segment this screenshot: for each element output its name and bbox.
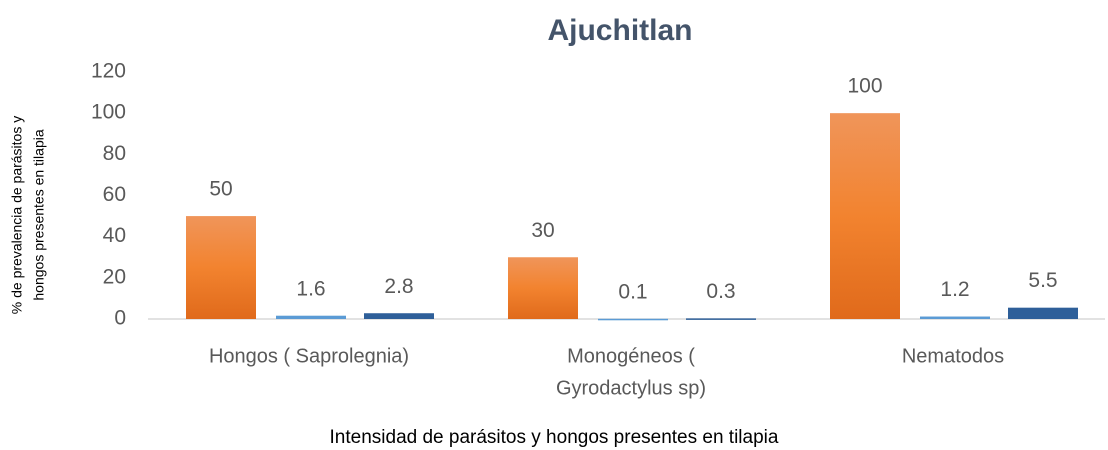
y-tick-label: 80 bbox=[103, 142, 126, 165]
data-label: 100 bbox=[847, 75, 882, 98]
data-label: 0.3 bbox=[706, 280, 735, 303]
data-label: 5.5 bbox=[1028, 269, 1057, 292]
bar bbox=[686, 318, 756, 320]
bar bbox=[920, 316, 990, 319]
data-label: 0.1 bbox=[618, 280, 647, 303]
y-tick-label: 100 bbox=[91, 101, 126, 124]
y-tick-label: 40 bbox=[103, 224, 126, 247]
y-axis-label: hongos presentes en tilapia bbox=[31, 129, 47, 300]
y-tick-label: 120 bbox=[91, 60, 126, 83]
data-label: 2.8 bbox=[384, 275, 413, 298]
data-label: 1.6 bbox=[296, 277, 325, 300]
bar bbox=[508, 257, 578, 319]
x-axis-label: Intensidad de parásitos y hongos present… bbox=[330, 427, 779, 448]
x-tick-label: Nematodos bbox=[902, 345, 1004, 367]
y-tick-label: 0 bbox=[114, 307, 126, 330]
chart-title: Ajuchitlan bbox=[547, 14, 692, 47]
y-tick-label: 20 bbox=[103, 265, 126, 288]
y-tick-label: 60 bbox=[103, 183, 126, 206]
data-label: 50 bbox=[209, 178, 232, 201]
bar bbox=[186, 216, 256, 319]
bar bbox=[598, 318, 668, 321]
bar bbox=[364, 313, 434, 319]
bar bbox=[830, 113, 900, 320]
x-tick-label: Monogéneos ( bbox=[567, 345, 695, 367]
data-label: 1.2 bbox=[940, 278, 969, 301]
x-tick-label: Gyrodactylus sp) bbox=[556, 377, 706, 399]
data-label: 30 bbox=[531, 219, 554, 242]
bar bbox=[1008, 307, 1078, 319]
bar bbox=[276, 315, 346, 319]
x-tick-label: Hongos ( Saprolegnia) bbox=[209, 345, 409, 367]
y-axis-label: % de prevalencia de parásitos y bbox=[9, 116, 25, 314]
